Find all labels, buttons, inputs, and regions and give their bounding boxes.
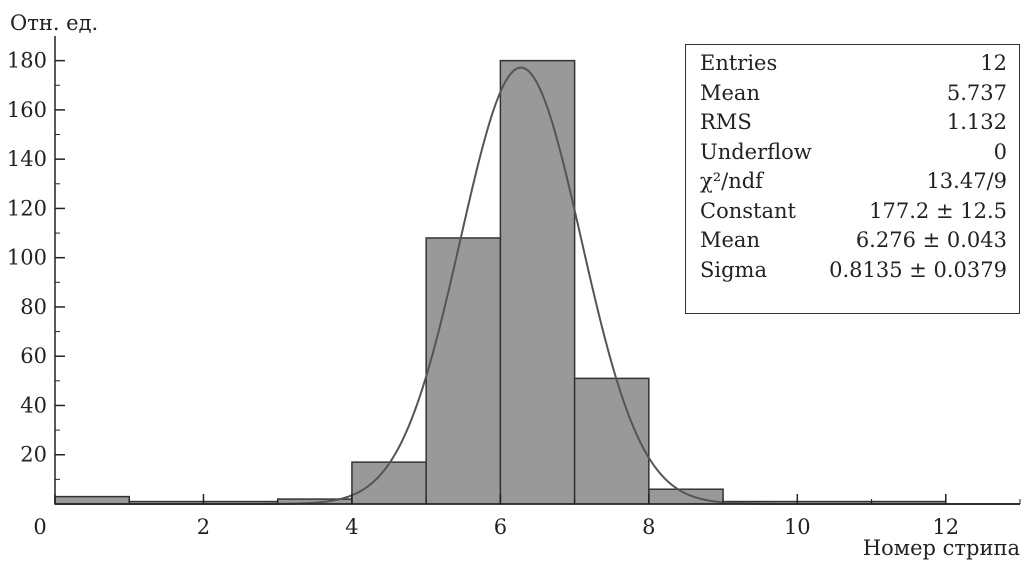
stat-row: χ²/ndf 13.47/9 [700, 169, 1007, 199]
statistics-box: Entries 12 Mean 5.737 RMS 1.132 Underflow 0 χ²/n… [685, 44, 1020, 314]
y-tick-label: 60 [20, 344, 47, 368]
stat-label: χ²/ndf [700, 169, 763, 193]
stat-value: 0 [993, 139, 1007, 164]
stat-row: Underflow 0 [700, 140, 1007, 170]
x-tick-label: 4 [345, 515, 358, 539]
stat-value: 0.8135 ± 0.0379 [829, 257, 1007, 282]
x-tick-label: 12 [932, 515, 959, 539]
stat-label: Sigma [700, 257, 767, 282]
y-tick-label: 20 [20, 443, 47, 467]
y-axis-label: Отн. ед. [10, 11, 98, 35]
stat-value: 1.132 [946, 110, 1007, 134]
stat-label: Mean [700, 228, 760, 252]
y-tick-label: 40 [20, 393, 47, 417]
stat-row: RMS 1.132 [700, 110, 1007, 140]
x-axis-label: Номер стрипа [863, 536, 1020, 560]
stat-row: Mean 6.276 ± 0.043 [700, 228, 1007, 258]
y-tick-label: 120 [7, 196, 47, 220]
y-tick-label: 80 [20, 295, 47, 319]
x-axis-ticks: 0 2 4 6 8 10 12 [33, 494, 1021, 539]
histogram-bar [573, 377, 650, 505]
stat-label: Underflow [700, 139, 812, 164]
stat-label: Mean [700, 80, 760, 105]
histogram-bar [499, 59, 576, 505]
x-tick-label: 2 [197, 515, 210, 539]
stat-row: Mean 5.737 [700, 81, 1007, 111]
stat-label: RMS [700, 110, 752, 134]
stat-label: Constant [700, 198, 796, 223]
y-axis-ticks: 20 40 60 80 100 120 140 160 180 [7, 49, 65, 480]
stat-value: 12 [980, 51, 1007, 75]
x-tick-label: 8 [642, 515, 655, 539]
stat-value: 5.737 [946, 80, 1007, 105]
histogram-bar [425, 237, 502, 505]
stat-value: 177.2 ± 12.5 [869, 198, 1007, 223]
histogram-bar [351, 461, 427, 505]
stat-row: Sigma 0.8135 ± 0.0379 [700, 258, 1007, 288]
histogram-bar [54, 495, 130, 505]
x-tick-label: 10 [784, 515, 811, 539]
stat-value: 13.47/9 [926, 169, 1007, 193]
stat-label: Entries [700, 51, 778, 75]
y-tick-label: 180 [7, 49, 47, 73]
x-tick-label: 0 [33, 515, 46, 539]
y-tick-label: 160 [7, 98, 47, 122]
x-tick-label: 6 [494, 515, 507, 539]
y-tick-label: 100 [7, 246, 47, 270]
y-tick-label: 140 [7, 147, 47, 171]
stat-row: Constant 177.2 ± 12.5 [700, 199, 1007, 229]
stat-value: 6.276 ± 0.043 [855, 228, 1007, 252]
histogram-bars [54, 59, 947, 505]
stat-row: Entries 12 [700, 51, 1007, 81]
